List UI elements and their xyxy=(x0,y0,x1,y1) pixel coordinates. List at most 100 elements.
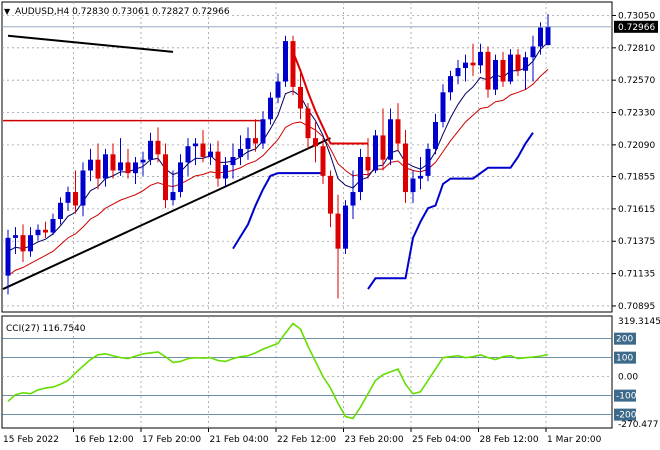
candle-body xyxy=(88,159,93,171)
candle-body xyxy=(455,68,461,77)
candle-body xyxy=(103,154,108,179)
candle-body xyxy=(365,157,371,171)
cci-tick-label: -200 xyxy=(616,411,637,421)
candle-body xyxy=(95,159,101,179)
candle-body xyxy=(328,175,333,214)
support-step-line xyxy=(232,172,323,250)
support-step-line xyxy=(367,132,534,290)
candle-body xyxy=(125,162,131,174)
candle-body xyxy=(43,229,48,233)
chart-collapse-icon[interactable]: ▼ xyxy=(4,7,11,16)
candle-body xyxy=(13,235,18,238)
candle-body xyxy=(5,237,11,276)
cci-tick-label: 100 xyxy=(616,354,633,364)
cci-plot xyxy=(2,322,612,420)
candle-body xyxy=(373,135,378,171)
cci-level-tag xyxy=(614,389,636,402)
cci-tick-label: -100 xyxy=(616,392,637,402)
candle-body xyxy=(208,151,213,157)
candle-body xyxy=(185,146,191,163)
candle-body xyxy=(493,59,498,90)
candle-body xyxy=(433,121,438,149)
candle-body xyxy=(65,192,71,203)
cci-tick-label: 200 xyxy=(616,335,633,345)
candle-body xyxy=(230,157,236,166)
cci-tick-label: 319.3145 xyxy=(618,317,660,327)
symbol-header: AUDUSD,H4 0.72830 0.73061 0.72827 0.7296… xyxy=(15,7,230,17)
candle-body xyxy=(418,175,423,179)
candle-body xyxy=(133,162,138,174)
uptrend-line xyxy=(2,137,331,290)
candle-body xyxy=(538,27,543,47)
candle-body xyxy=(500,59,506,82)
candle-body xyxy=(170,192,176,201)
cci-tick-label: 0.00 xyxy=(618,373,638,383)
slow-moving-average xyxy=(7,69,549,277)
candle-body xyxy=(298,86,303,109)
x-tick-label: 1 Mar 20:00 xyxy=(547,435,602,445)
candle-body xyxy=(73,192,78,206)
candle-body xyxy=(388,119,393,160)
candle-body xyxy=(425,148,431,176)
candle-body xyxy=(28,235,33,252)
candle-body xyxy=(253,138,258,144)
candle-body xyxy=(58,202,63,219)
candle-body xyxy=(448,76,453,93)
candle-body xyxy=(260,119,266,144)
candle-body xyxy=(268,97,273,120)
candle-body xyxy=(523,57,528,71)
x-tick-label: 23 Feb 20:00 xyxy=(345,435,404,445)
candle-body xyxy=(200,143,206,157)
candle-body xyxy=(245,138,251,149)
candle-body xyxy=(163,154,168,201)
cci-level-tag xyxy=(614,332,636,345)
axes: 0.73050 0.72810 0.72570 0.72330 0.72090 0.718… xyxy=(3,11,660,445)
x-tick-label: 17 Feb 20:00 xyxy=(142,435,201,445)
y-tick-label: 0.71615 xyxy=(618,205,655,215)
candle-body xyxy=(35,229,41,236)
candle-body xyxy=(178,162,183,193)
resistance-step-line xyxy=(292,51,368,145)
current-price-tag xyxy=(614,20,658,33)
y-tick-label: 0.72330 xyxy=(618,109,655,119)
candle-body xyxy=(238,148,243,157)
candle-body xyxy=(193,143,198,147)
candle-body xyxy=(358,157,363,193)
x-tick-label: 25 Feb 04:00 xyxy=(412,435,471,445)
candle-body xyxy=(140,159,146,163)
candle-body xyxy=(215,151,221,179)
candle-body xyxy=(118,162,123,171)
candle-body xyxy=(515,54,521,71)
short-trend-line xyxy=(7,34,174,53)
x-tick-label: 22 Feb 12:00 xyxy=(277,435,336,445)
y-tick-label: 0.71855 xyxy=(618,173,655,183)
candle-body xyxy=(50,219,56,233)
candle-body xyxy=(478,51,483,66)
candle-body xyxy=(290,41,296,87)
cci-level-tag xyxy=(614,408,636,421)
cci-level-tag xyxy=(614,351,636,364)
candle-body xyxy=(545,26,551,46)
main-panel xyxy=(1,1,613,313)
candle-body xyxy=(470,62,476,66)
candle-body xyxy=(305,108,311,139)
cci-panel xyxy=(1,315,613,429)
x-tick-label: 16 Feb 12:00 xyxy=(75,435,134,445)
cci-header: CCI(27) 116.7540 xyxy=(6,324,86,334)
y-tick-label: 0.71375 xyxy=(618,237,655,247)
price-plot xyxy=(2,14,612,299)
candle-body xyxy=(80,170,86,206)
candle-body xyxy=(275,81,281,98)
candle-body xyxy=(350,192,356,206)
candle-body xyxy=(320,146,326,176)
candle-body xyxy=(20,235,26,252)
candle-body xyxy=(283,41,288,82)
candle-body xyxy=(380,135,386,160)
grid xyxy=(2,2,612,428)
y-tick-label: 0.72570 xyxy=(618,76,655,86)
candle-body xyxy=(313,138,318,147)
candle-body xyxy=(155,140,161,155)
cci-tick-label: -270.477 xyxy=(618,420,658,430)
candle-body xyxy=(223,165,228,179)
